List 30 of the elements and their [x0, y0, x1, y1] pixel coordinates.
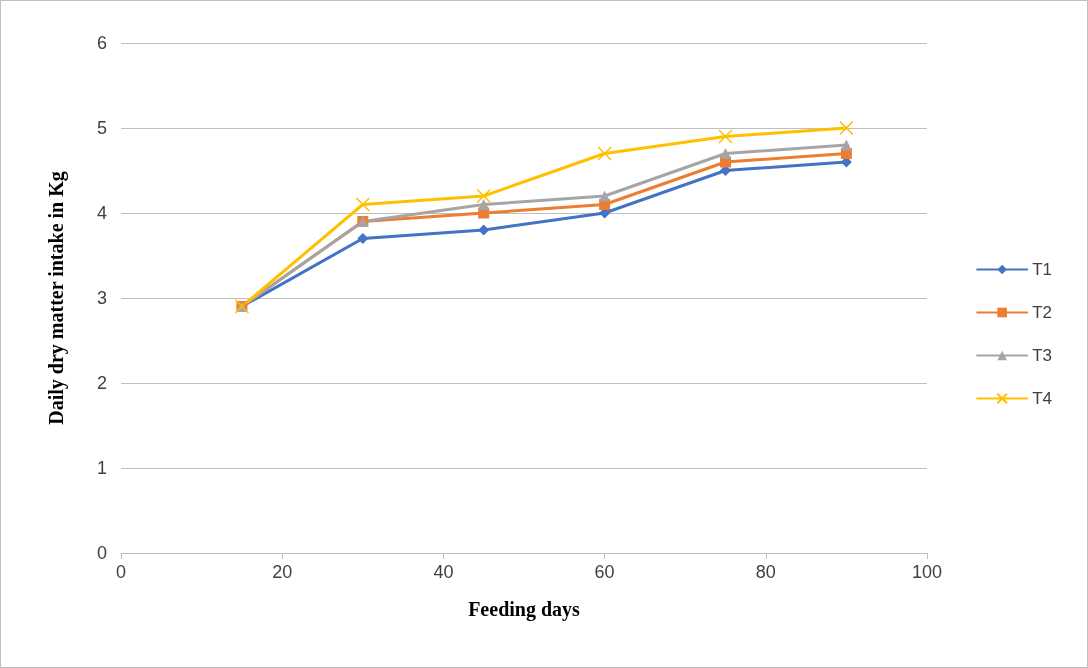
legend-label: T1	[1032, 260, 1052, 279]
point	[840, 139, 852, 151]
y-axis-title: Daily dry matter intake in Kg	[45, 171, 68, 425]
point	[478, 199, 490, 210]
y-tick-label: 2	[96, 373, 107, 393]
point	[839, 120, 854, 136]
legend-label: T4	[1032, 389, 1052, 408]
y-tick-label: 6	[96, 33, 107, 53]
point	[478, 224, 490, 236]
x-tick-label: 60	[594, 562, 615, 582]
point	[357, 233, 369, 244]
y-tick-label: 5	[96, 118, 107, 138]
y-tick-label: 1	[96, 458, 107, 478]
legend-label: T3	[1032, 346, 1052, 365]
point	[718, 129, 733, 144]
point	[599, 190, 611, 202]
y-tick-label: 4	[96, 203, 107, 223]
point	[476, 188, 491, 204]
x-tick-label: 40	[433, 562, 454, 582]
y-tick-label: 0	[96, 543, 107, 563]
point	[355, 197, 371, 212]
x-tick-label: 0	[115, 562, 127, 582]
x-tick-label: 20	[272, 562, 293, 582]
x-tick-label: 80	[755, 562, 776, 582]
point	[720, 148, 731, 159]
x-axis-title: Feeding days	[468, 598, 581, 621]
legend-label: T2	[1032, 303, 1052, 322]
point	[597, 146, 612, 161]
y-tick-label: 3	[96, 288, 107, 308]
x-tick-label: 100	[911, 562, 943, 582]
